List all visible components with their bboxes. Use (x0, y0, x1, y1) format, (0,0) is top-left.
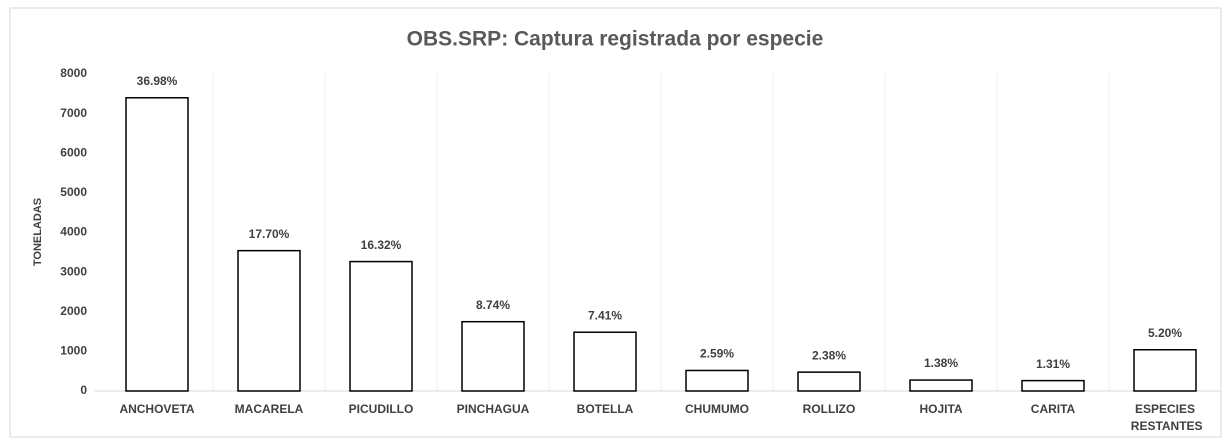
bar (909, 379, 973, 392)
x-tick-label: PICUDILLO (349, 402, 414, 416)
bar (685, 369, 749, 392)
bar (349, 260, 413, 392)
x-tick-label: CHUMUMO (685, 402, 749, 416)
data-label: 17.70% (249, 227, 290, 241)
y-tick-label: 0 (80, 383, 87, 397)
x-tick-label: ESPECIES RESTANTES (1127, 402, 1202, 433)
y-tick-label: 4000 (60, 225, 87, 239)
bar (1133, 349, 1197, 392)
y-axis-label: TONELADAS (32, 198, 44, 266)
x-tick-label: MACARELA (235, 402, 304, 416)
data-label: 8.74% (476, 298, 510, 312)
bar (125, 97, 189, 392)
x-tick-label: ANCHOVETA (119, 402, 194, 416)
data-label: 7.41% (588, 308, 622, 322)
data-label: 1.38% (924, 356, 958, 370)
y-tick-label: 1000 (60, 344, 87, 358)
data-label: 16.32% (361, 238, 402, 252)
data-label: 5.20% (1148, 326, 1182, 340)
bar (237, 249, 301, 392)
bar (461, 320, 525, 392)
x-tick-label: BOTELLA (577, 402, 634, 416)
chart-title: OBS.SRP: Captura registrada por especie (407, 28, 824, 51)
x-tick-label: PINCHAGUA (457, 402, 530, 416)
data-label: 1.31% (1036, 357, 1070, 371)
y-tick-label: 2000 (60, 304, 87, 318)
y-tick-label: 3000 (60, 264, 87, 278)
bar (1021, 379, 1085, 392)
data-label: 36.98% (137, 74, 178, 88)
y-tick-label: 7000 (60, 106, 87, 120)
data-label: 2.38% (812, 348, 846, 362)
y-tick-label: 8000 (60, 66, 87, 80)
x-tick-label: HOJITA (919, 402, 962, 416)
data-label: 2.59% (700, 347, 734, 361)
x-tick-label: CARITA (1031, 402, 1076, 416)
x-tick-label: ROLLIZO (803, 402, 856, 416)
bar (797, 371, 861, 392)
y-tick-label: 6000 (60, 145, 87, 159)
bar (573, 331, 637, 392)
y-tick-label: 5000 (60, 185, 87, 199)
